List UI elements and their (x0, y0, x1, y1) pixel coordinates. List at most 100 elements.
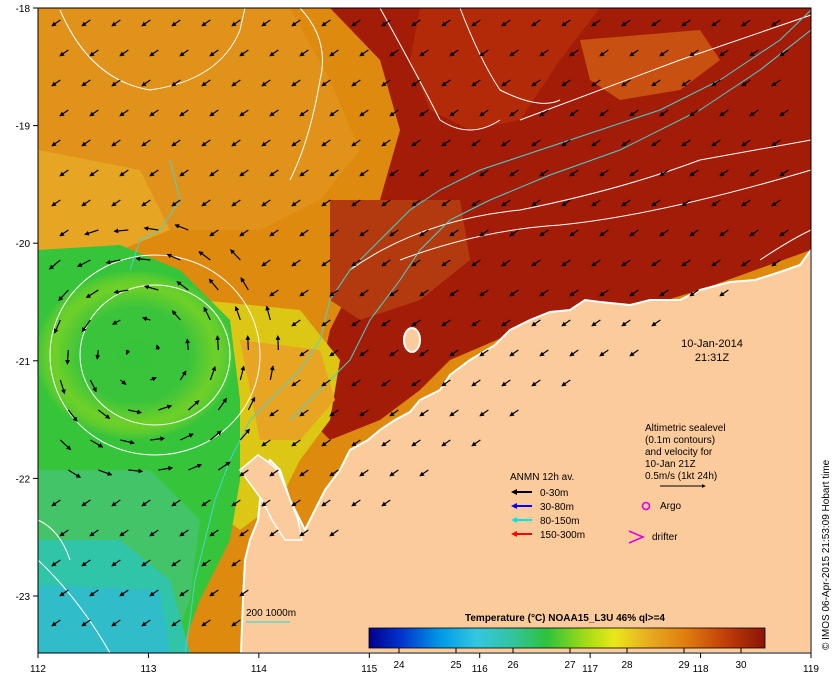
velocity-arrow (389, 169, 399, 177)
velocity-arrow (749, 169, 759, 177)
velocity-arrow (411, 379, 421, 387)
velocity-arrow (291, 319, 301, 327)
velocity-arrow (471, 199, 481, 207)
velocity-arrow (171, 79, 181, 87)
velocity-arrow (449, 229, 459, 237)
velocity-arrow (419, 109, 429, 117)
velocity-arrow (59, 109, 69, 117)
velocity-arrow (539, 349, 549, 357)
velocity-arrow (501, 79, 511, 87)
velocity-arrow (381, 439, 391, 447)
velocity-arrow (741, 259, 751, 267)
velocity-arrow (217, 397, 227, 411)
velocity-arrow (471, 379, 481, 387)
velocity-arrow (771, 79, 781, 87)
anmn-item-label: 30-80m (540, 502, 574, 513)
velocity-arrow (629, 289, 639, 297)
velocity-arrow (97, 409, 111, 420)
velocity-arrow (419, 409, 429, 417)
velocity-arrow (629, 349, 639, 357)
velocity-arrow (59, 439, 72, 451)
velocity-arrow (171, 139, 181, 147)
velocity-arrow (51, 79, 61, 87)
velocity-arrow (201, 619, 211, 627)
velocity-arrow (171, 199, 181, 207)
velocity-arrow (188, 463, 203, 471)
velocity-arrow (111, 79, 121, 87)
velocity-arrow (629, 49, 639, 57)
velocity-arrow (599, 109, 609, 117)
velocity-arrow (441, 79, 451, 87)
velocity-arrow (749, 109, 759, 117)
velocity-arrow (209, 589, 219, 597)
velocity-arrow (141, 316, 151, 322)
velocity-arrow (187, 400, 200, 411)
velocity-arrow (359, 169, 369, 177)
velocity-arrow (389, 409, 399, 417)
velocity-arrow (411, 79, 421, 87)
velocity-arrow (81, 559, 91, 567)
velocity-arrow (599, 349, 609, 357)
velocity-arrow (113, 289, 129, 295)
velocity-arrow (479, 409, 489, 417)
velocity-arrow (621, 319, 631, 327)
velocity-arrow (321, 259, 331, 267)
velocity-arrow (591, 199, 601, 207)
velocity-arrow (569, 169, 579, 177)
velocity-arrow (509, 289, 519, 297)
velocity-arrow (351, 79, 361, 87)
velocity-arrow (203, 306, 211, 321)
velocity-arrow (681, 139, 691, 147)
velocity-arrow (771, 139, 781, 147)
velocity-arrow (128, 468, 144, 474)
velocity-arrow (239, 49, 249, 57)
velocity-arrow (113, 228, 129, 234)
velocity-arrow (419, 349, 429, 357)
velocity-arrow (128, 409, 143, 415)
velocity-arrow (381, 19, 391, 27)
velocity-arrow (269, 469, 279, 477)
velocity-arrow (239, 365, 246, 381)
velocity-arrow (509, 229, 519, 237)
velocity-arrow (449, 409, 459, 417)
velocity-arrow (389, 349, 399, 357)
velocity-arrow (321, 139, 331, 147)
velocity-arrow (389, 49, 399, 57)
velocity-arrow (119, 529, 129, 537)
velocity-arrow (569, 49, 579, 57)
velocity-arrow (651, 79, 661, 87)
velocity-arrow (261, 79, 271, 87)
velocity-arrow (105, 259, 121, 265)
velocity-arrow (299, 469, 309, 477)
velocity-arrow (125, 349, 131, 355)
bathy-label: 200 1000m (246, 608, 296, 619)
velocity-arrow (479, 109, 489, 117)
velocity-arrow (240, 277, 249, 291)
velocity-arrow (711, 19, 721, 27)
velocity-arrow (119, 169, 129, 177)
velocity-arrow (509, 49, 519, 57)
y-tick-label: -19 (16, 122, 31, 133)
velocity-arrow (291, 379, 301, 387)
velocity-arrow (299, 409, 309, 417)
velocity-arrow (59, 529, 69, 537)
velocity-arrow (68, 469, 82, 478)
velocity-arrow (261, 199, 271, 207)
velocity-arrow (201, 199, 211, 207)
velocity-arrow (351, 139, 361, 147)
velocity-arrow (569, 349, 579, 357)
y-tick-label: -18 (16, 4, 31, 15)
velocity-arrow (81, 199, 91, 207)
velocity-arrow (231, 139, 241, 147)
velocity-arrow (155, 344, 161, 351)
velocity-arrow (171, 499, 181, 507)
velocity-arrow (419, 49, 429, 57)
velocity-arrow (81, 619, 91, 627)
velocity-arrow (779, 109, 789, 117)
velocity-arrow (329, 169, 339, 177)
velocity-arrow (449, 169, 459, 177)
velocity-arrow (471, 319, 481, 327)
velocity-arrow (81, 139, 91, 147)
velocity-arrow (209, 365, 216, 381)
velocity-arrow (143, 284, 159, 291)
